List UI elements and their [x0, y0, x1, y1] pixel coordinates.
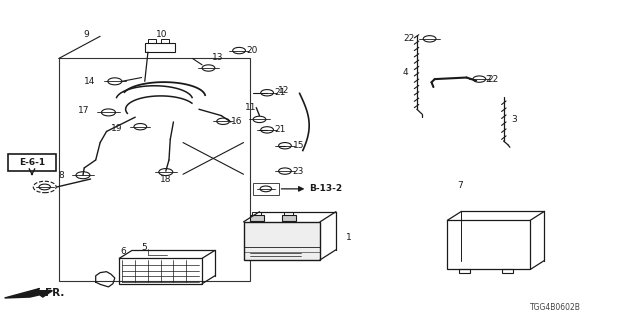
Bar — [59, 59, 250, 281]
Text: 4: 4 — [403, 68, 408, 77]
Text: TGG4B0602B: TGG4B0602B — [531, 303, 581, 312]
Text: 18: 18 — [160, 175, 172, 184]
Text: 7: 7 — [458, 181, 463, 190]
Text: 1: 1 — [346, 233, 351, 242]
Polygon shape — [4, 288, 52, 298]
Bar — [119, 258, 202, 284]
Text: 13: 13 — [212, 53, 223, 62]
Text: 10: 10 — [156, 30, 168, 39]
Bar — [244, 222, 320, 260]
Text: 11: 11 — [245, 103, 257, 112]
Text: 21: 21 — [274, 88, 285, 97]
Bar — [145, 43, 175, 52]
Text: E-6-1: E-6-1 — [19, 158, 45, 167]
Text: 8: 8 — [58, 171, 64, 180]
Text: 5: 5 — [141, 243, 147, 252]
Bar — [282, 215, 296, 220]
Bar — [161, 39, 169, 43]
Bar — [253, 183, 278, 195]
Text: 21: 21 — [274, 125, 285, 134]
Bar — [447, 220, 531, 269]
Bar — [502, 269, 513, 273]
Text: 23: 23 — [292, 167, 304, 176]
Text: 9: 9 — [83, 30, 89, 39]
Bar — [250, 215, 264, 220]
Text: 14: 14 — [84, 77, 96, 86]
Text: 17: 17 — [78, 106, 90, 115]
Text: 19: 19 — [111, 124, 122, 133]
Text: FR.: FR. — [45, 288, 64, 298]
Text: 20: 20 — [246, 46, 258, 55]
Text: 2: 2 — [486, 75, 492, 84]
Text: 15: 15 — [292, 141, 304, 150]
Text: 22: 22 — [487, 75, 498, 84]
Bar — [148, 39, 156, 43]
Bar — [459, 269, 470, 273]
Bar — [252, 212, 261, 215]
Bar — [284, 212, 293, 215]
Text: 6: 6 — [120, 247, 126, 257]
Text: 16: 16 — [231, 117, 243, 126]
Text: B-13-2: B-13-2 — [309, 184, 342, 193]
Bar — [8, 154, 56, 171]
Text: 3: 3 — [511, 115, 517, 124]
Text: 12: 12 — [278, 86, 289, 95]
Text: 22: 22 — [403, 34, 414, 43]
